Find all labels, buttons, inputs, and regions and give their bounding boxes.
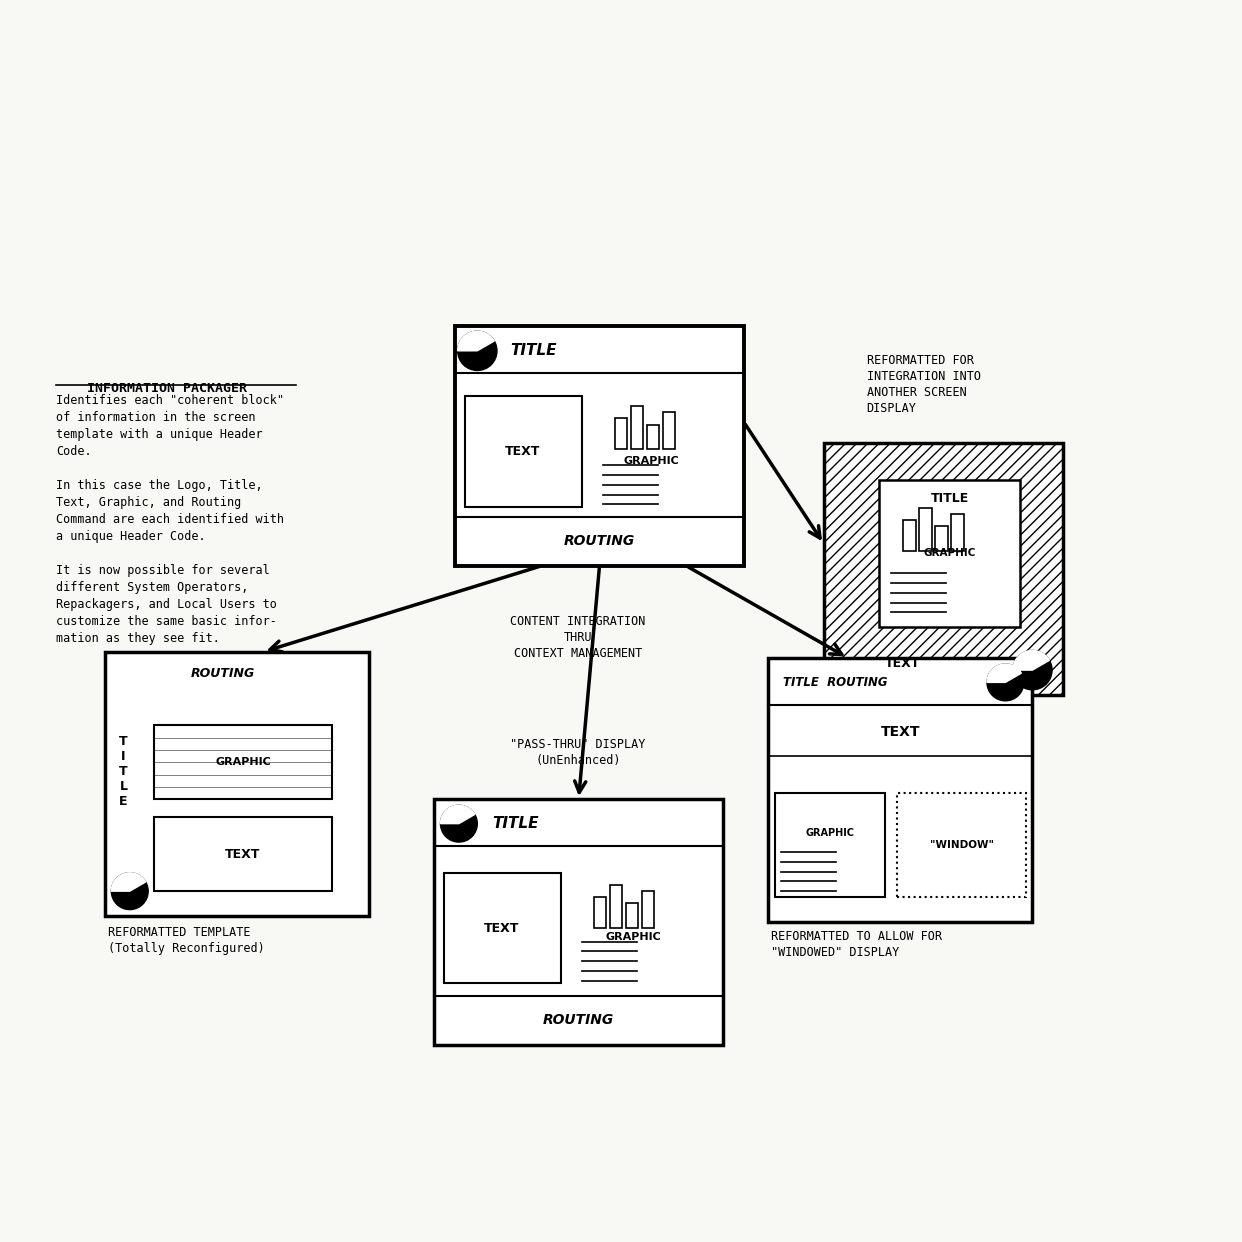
Text: ROUTING: ROUTING: [564, 534, 635, 548]
Bar: [879, 479, 1020, 627]
Bar: [903, 520, 915, 550]
Text: REFORMATTED TO ALLOW FOR
"WINDOWED" DISPLAY: REFORMATTED TO ALLOW FOR "WINDOWED" DISP…: [771, 930, 941, 960]
Text: GRAPHIC: GRAPHIC: [215, 758, 271, 768]
Circle shape: [112, 873, 148, 909]
Bar: [615, 419, 627, 450]
Bar: [642, 892, 655, 928]
Bar: [663, 412, 676, 450]
Bar: [154, 725, 333, 799]
Text: REFORMATTED FOR
INTEGRATION INTO
ANOTHER SCREEN
DISPLAY: REFORMATTED FOR INTEGRATION INTO ANOTHER…: [867, 354, 981, 415]
Bar: [610, 886, 622, 928]
Bar: [769, 658, 1032, 922]
Bar: [445, 873, 561, 984]
Text: REFORMATTED TEMPLATE
(Totally Reconfigured): REFORMATTED TEMPLATE (Totally Reconfigur…: [108, 925, 265, 955]
Text: TEXT: TEXT: [484, 922, 519, 934]
Text: TITLE: TITLE: [492, 816, 539, 831]
Bar: [626, 903, 638, 928]
Circle shape: [1012, 651, 1052, 689]
Bar: [594, 897, 606, 928]
Text: "WINDOW": "WINDOW": [930, 840, 994, 850]
Text: INFORMATION PACKAGER: INFORMATION PACKAGER: [87, 381, 247, 395]
Wedge shape: [441, 805, 474, 823]
Circle shape: [457, 332, 497, 370]
Text: GRAPHIC: GRAPHIC: [923, 549, 976, 559]
Text: TEXT: TEXT: [225, 848, 261, 861]
Bar: [935, 525, 948, 550]
Circle shape: [987, 664, 1023, 700]
Bar: [897, 792, 1026, 897]
Text: ROUTING: ROUTING: [543, 1013, 615, 1027]
Bar: [823, 443, 1063, 694]
Text: T
I
T
L
E: T I T L E: [119, 735, 128, 809]
Bar: [823, 443, 1063, 694]
Wedge shape: [112, 873, 145, 892]
Bar: [775, 792, 886, 897]
Bar: [465, 396, 581, 507]
Wedge shape: [1012, 651, 1049, 671]
Bar: [154, 817, 333, 892]
Bar: [897, 792, 1026, 897]
Text: Identifies each "coherent block"
of information in the screen
template with a un: Identifies each "coherent block" of info…: [56, 394, 284, 645]
Circle shape: [441, 805, 477, 842]
Bar: [106, 652, 369, 915]
Text: GRAPHIC: GRAPHIC: [605, 932, 661, 941]
Bar: [647, 425, 660, 450]
Text: ROUTING: ROUTING: [191, 667, 256, 681]
Text: GRAPHIC: GRAPHIC: [623, 456, 679, 466]
Text: TITLE: TITLE: [930, 492, 969, 504]
Text: TITLE  ROUTING: TITLE ROUTING: [784, 676, 888, 689]
Text: GRAPHIC: GRAPHIC: [805, 828, 854, 838]
Bar: [435, 799, 723, 1045]
Wedge shape: [987, 664, 1021, 682]
Wedge shape: [457, 332, 494, 350]
Text: TEXT: TEXT: [881, 724, 920, 739]
Bar: [456, 327, 744, 566]
Bar: [951, 514, 964, 550]
Text: TEXT: TEXT: [505, 445, 540, 458]
Bar: [919, 508, 932, 550]
Text: CONTENT INTEGRATION
THRU
CONTEXT MANAGEMENT: CONTENT INTEGRATION THRU CONTEXT MANAGEM…: [510, 615, 646, 660]
Text: "PASS-THRU" DISPLAY
(UnEnhanced): "PASS-THRU" DISPLAY (UnEnhanced): [510, 738, 646, 766]
Text: TITLE: TITLE: [510, 343, 556, 358]
Text: TEXT: TEXT: [886, 657, 920, 671]
Bar: [631, 406, 643, 450]
